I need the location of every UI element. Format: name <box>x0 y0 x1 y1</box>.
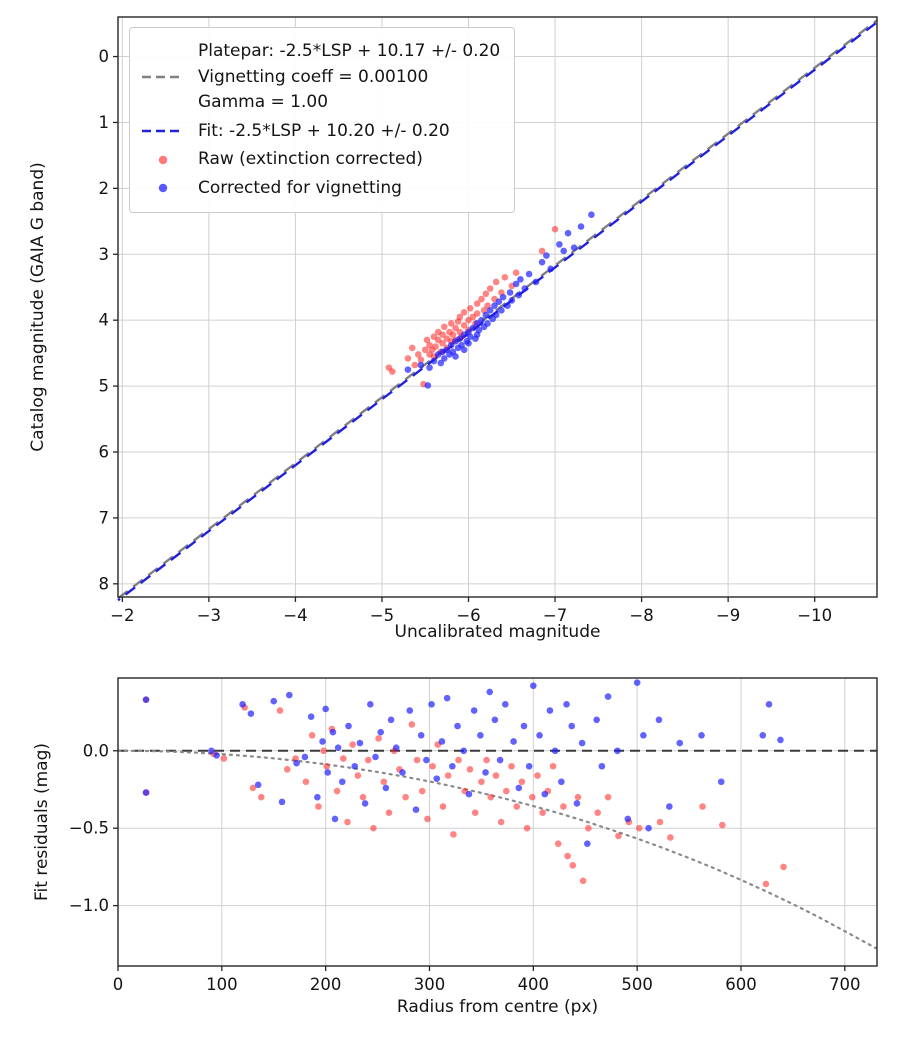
svg-text:500: 500 <box>621 975 653 994</box>
svg-text:−3: −3 <box>197 606 221 625</box>
svg-text:4: 4 <box>99 311 110 330</box>
svg-text:−4: −4 <box>283 606 307 625</box>
svg-text:−1.0: −1.0 <box>69 896 109 915</box>
axes-frame <box>117 677 878 967</box>
svg-text:200: 200 <box>310 975 342 994</box>
legend-raw-label: Raw (extinction corrected) <box>198 149 423 169</box>
svg-text:6: 6 <box>99 443 110 462</box>
top-yaxis-label: Catalog magnitude (GAIA G band) <box>28 162 48 452</box>
svg-text:100: 100 <box>206 975 238 994</box>
svg-text:2: 2 <box>99 179 110 198</box>
legend-fit-label: Fit: -2.5*LSP + 10.20 +/- 0.20 <box>198 120 450 141</box>
legend-platepar-line2: Vignetting coeff = 0.00100 <box>198 66 429 87</box>
bottom-xaxis-label: Radius from centre (px) <box>396 997 599 1017</box>
svg-text:3: 3 <box>99 245 110 264</box>
scatter-series <box>142 679 784 847</box>
platepar-line <box>117 19 878 600</box>
legend-platepar-line3: Gamma = 1.00 <box>198 92 329 112</box>
scatter-series <box>404 211 595 389</box>
fit-line <box>117 21 878 602</box>
svg-text:300: 300 <box>414 975 446 994</box>
scatter-series <box>142 696 787 888</box>
svg-text:0: 0 <box>113 975 124 994</box>
red-dot-icon <box>140 152 186 168</box>
svg-text:0: 0 <box>99 47 110 66</box>
svg-text:700: 700 <box>829 975 861 994</box>
svg-text:−8: −8 <box>629 606 653 625</box>
axes-frame <box>117 16 878 598</box>
svg-text:−5: −5 <box>370 606 394 625</box>
blue-dashed-line-icon <box>140 123 186 139</box>
svg-text:−0.5: −0.5 <box>69 819 109 838</box>
vignetting-model-curve <box>116 749 878 950</box>
plot-panel-1: 0 100 200 300 400 500 600 700 0.0 −0.5 −1.0 <box>69 677 878 994</box>
legend-entry-raw: Raw (extinction corrected) <box>140 147 500 173</box>
tick-labels: −2 −3 −4 −5 −6 −7 −8 −9 −10 0 1 2 3 4 5 6 7 8 <box>99 47 833 625</box>
legend-entry-platepar: Platepar: -2.5*LSP + 10.17 +/- 0.20 Vign… <box>140 39 500 116</box>
blue-dot-icon <box>140 180 186 196</box>
svg-text:−7: −7 <box>543 606 567 625</box>
legend-platepar-line1: Platepar: -2.5*LSP + 10.17 +/- 0.20 <box>198 41 501 61</box>
gray-dashed-line-icon <box>140 69 186 85</box>
svg-text:5: 5 <box>99 377 110 396</box>
svg-text:600: 600 <box>725 975 757 994</box>
svg-text:400: 400 <box>518 975 550 994</box>
svg-text:−2: −2 <box>110 606 134 625</box>
scatter-series <box>385 225 559 388</box>
svg-text:8: 8 <box>99 574 110 593</box>
svg-text:0.0: 0.0 <box>83 741 109 760</box>
svg-text:−10: −10 <box>797 606 832 625</box>
legend-platepar-text: Platepar: -2.5*LSP + 10.17 +/- 0.20 Vign… <box>198 39 500 116</box>
svg-text:−9: −9 <box>716 606 740 625</box>
svg-text:1: 1 <box>99 113 110 132</box>
legend-entry-fit: Fit: -2.5*LSP + 10.20 +/- 0.20 <box>140 119 500 145</box>
top-xaxis-label: Uncalibrated magnitude <box>394 622 601 642</box>
legend: Platepar: -2.5*LSP + 10.17 +/- 0.20 Vign… <box>129 27 516 213</box>
tick-labels: 0 100 200 300 400 500 600 700 0.0 −0.5 −1.0 <box>69 741 861 994</box>
legend-corrected-label: Corrected for vignetting <box>198 177 402 198</box>
svg-text:−6: −6 <box>456 606 480 625</box>
legend-entry-corrected: Corrected for vignetting <box>140 176 500 202</box>
svg-text:7: 7 <box>99 508 110 527</box>
bottom-yaxis-label: Fit residuals (mag) <box>32 743 52 901</box>
